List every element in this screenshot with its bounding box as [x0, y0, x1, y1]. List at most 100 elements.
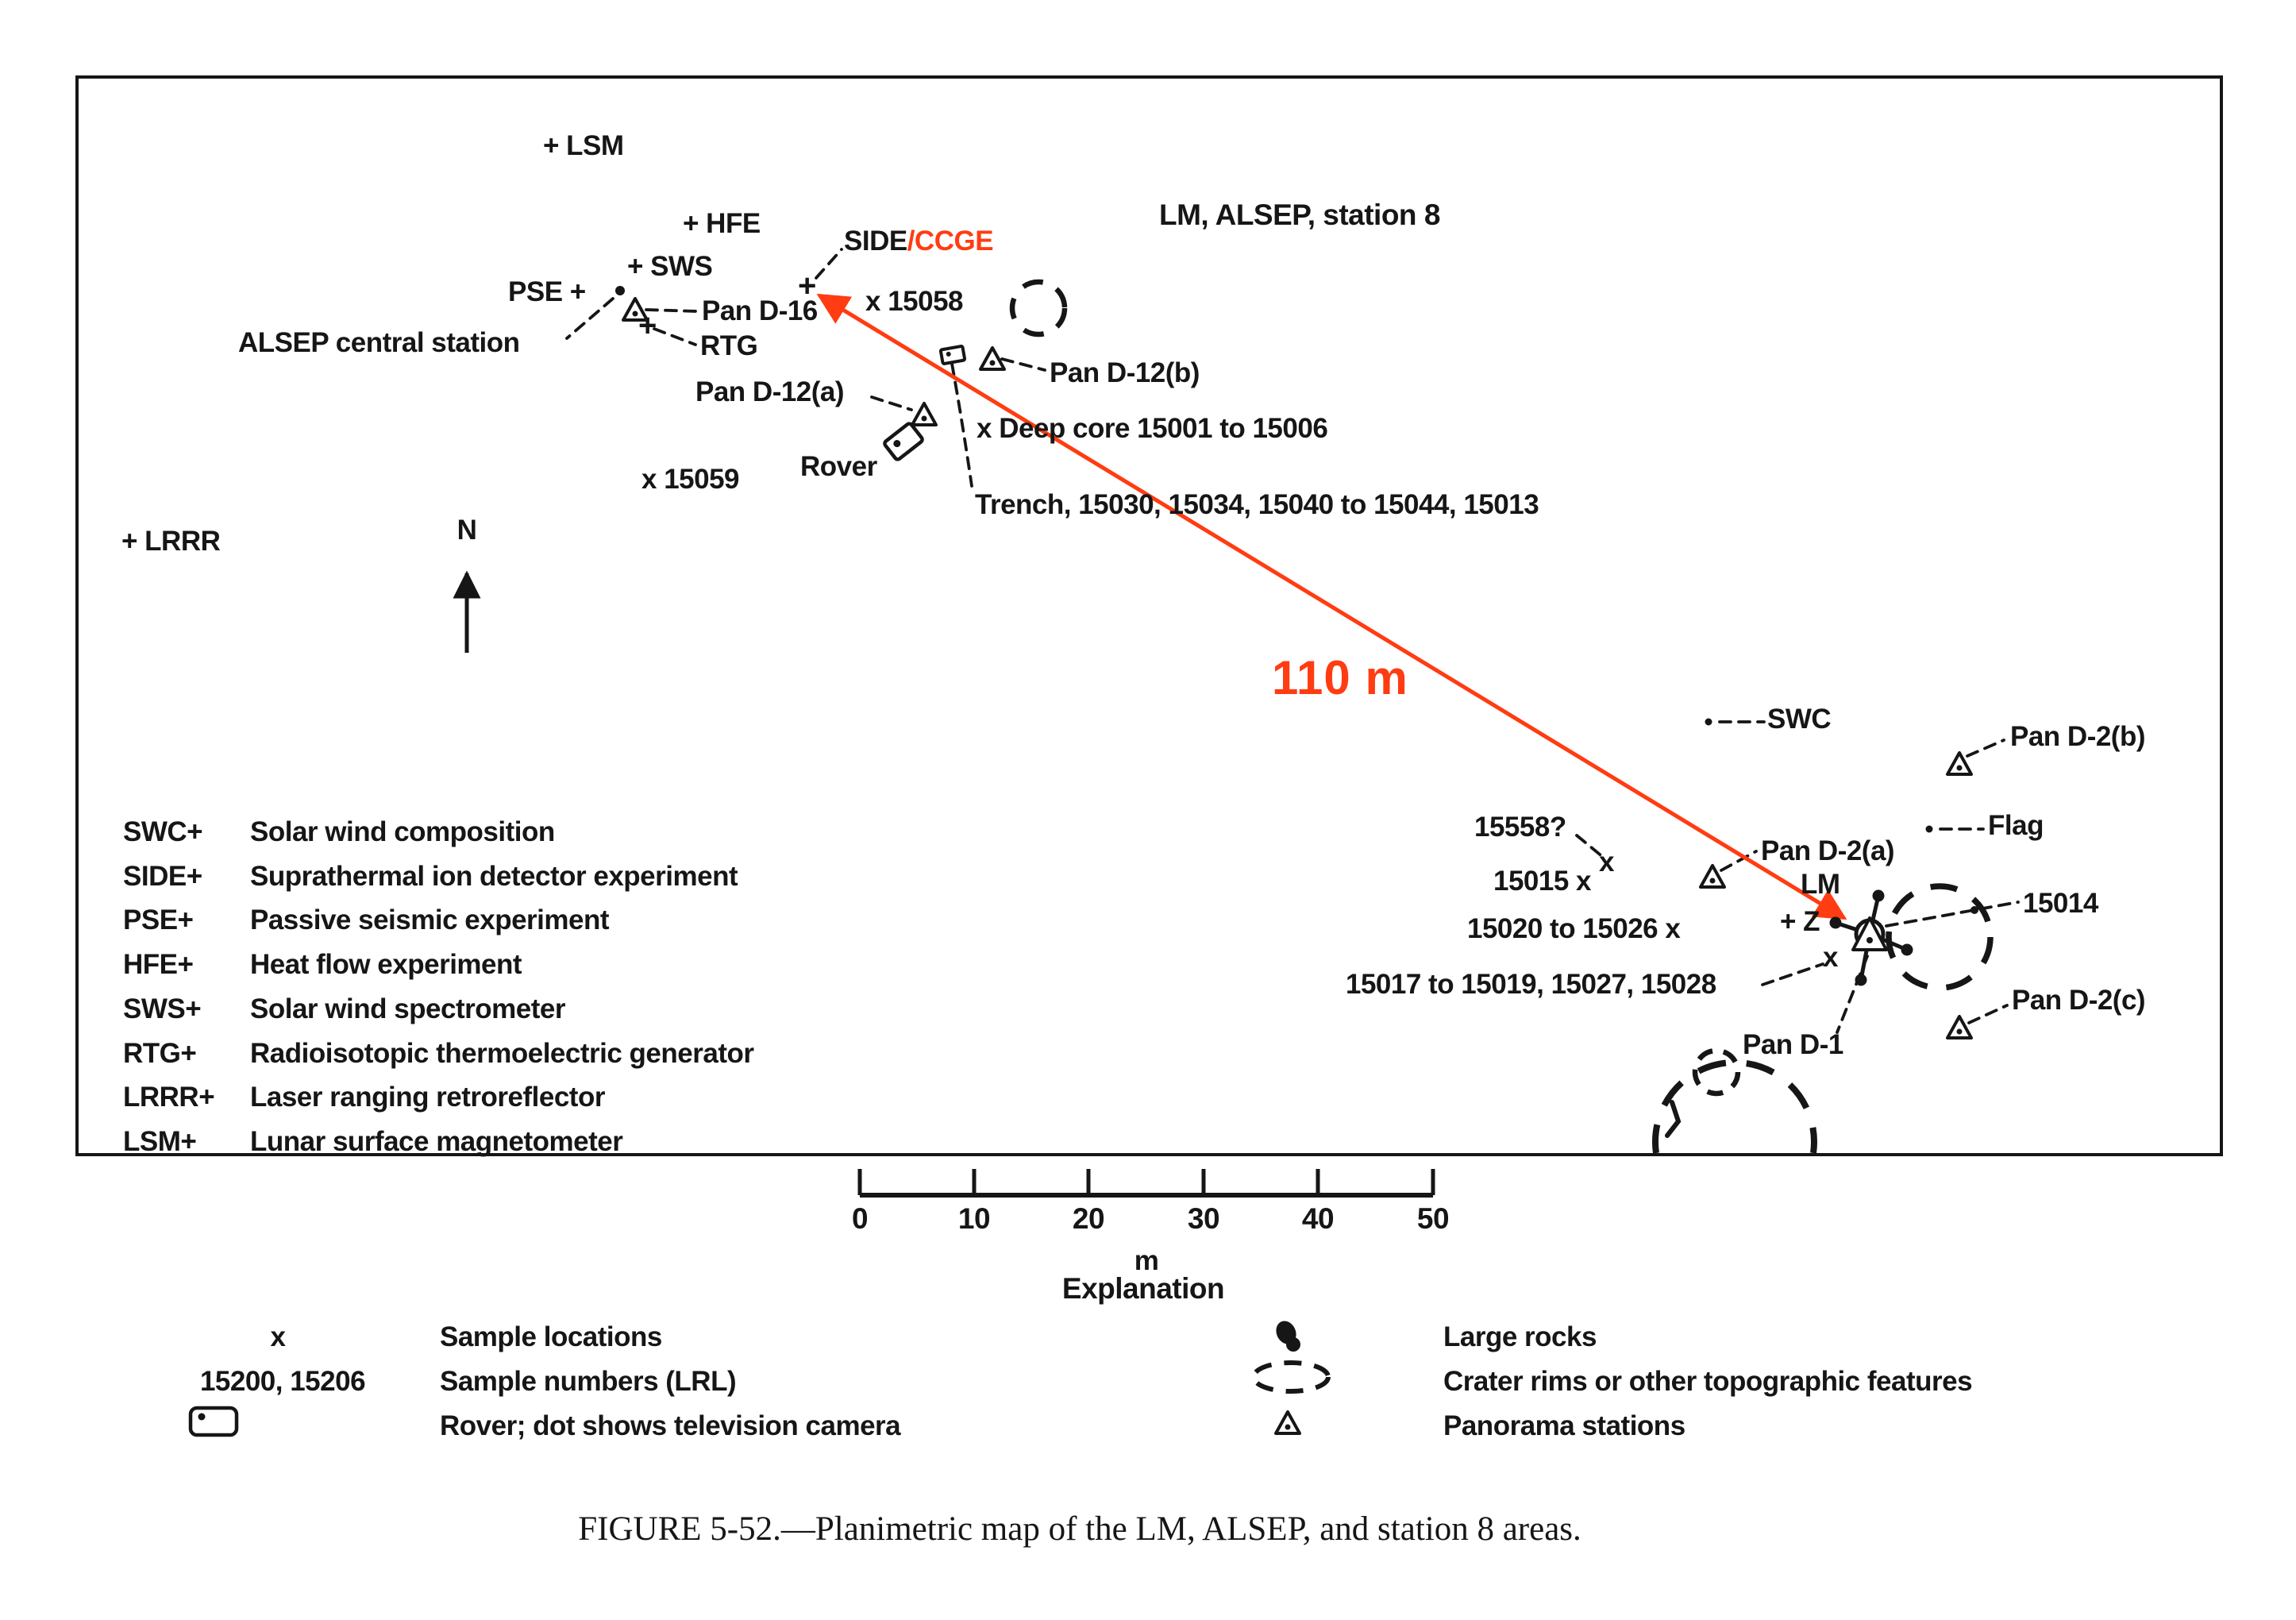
side-plus-mark: +	[798, 268, 816, 303]
leader-rtg	[653, 327, 697, 346]
label-lm: LM	[1801, 869, 1840, 900]
rover-symbol-parked	[938, 345, 967, 365]
x-mark-15558: x	[1599, 847, 1614, 878]
label-pse: PSE +	[508, 276, 586, 307]
crater-pan-d1	[1652, 1059, 1817, 1154]
figure-caption: FIGURE 5-52.—Planimetric map of the LM, …	[578, 1510, 1581, 1548]
leader-15014	[1885, 901, 2020, 928]
lm-symbol	[1829, 889, 1913, 986]
lm-footpad	[1901, 943, 1913, 956]
label-pan-d2b: Pan D-2(b)	[2010, 721, 2146, 752]
legend-label-sample-locations: Sample locations	[440, 1321, 662, 1352]
abbr-desc: Laser ranging retroreflector	[250, 1082, 605, 1113]
leader-pan-d2b	[1966, 739, 2005, 758]
label-central-station: ALSEP central station	[238, 327, 520, 358]
label-trench: Trench, 15030, 15034, 15040 to 15044, 15…	[975, 489, 1539, 520]
abbr: HFE+	[123, 949, 194, 980]
distance-label: 110 m	[1272, 651, 1408, 704]
sample-location-symbol: x	[270, 1321, 286, 1352]
panorama-triangles	[622, 297, 1973, 1040]
leader-pan-d16	[645, 308, 699, 313]
label-ccge: /CCGE	[907, 226, 994, 256]
scale-bar	[857, 1169, 1435, 1198]
legend-label-sample-numbers: Sample numbers (LRL)	[440, 1366, 737, 1397]
sample-numbers-symbol: 15200, 15206	[199, 1366, 366, 1397]
scale-tick-label: 30	[1187, 1202, 1220, 1235]
label-pan-d12a: Pan D-12(a)	[695, 376, 845, 407]
crater-near-15058	[1009, 279, 1068, 338]
topographic-mark	[1665, 1100, 1682, 1138]
label-sample-15058: x 15058	[865, 286, 964, 317]
abbr: SWS+	[123, 993, 202, 1024]
region-title: LM, ALSEP, station 8	[1159, 199, 1440, 231]
x-mark-lm: x	[1823, 942, 1838, 973]
label-side: SIDE	[844, 226, 907, 256]
scale-tick-label: 0	[851, 1202, 869, 1235]
leader-pan-d1	[1836, 955, 1869, 1034]
label-sample-15015: 15015 x	[1493, 866, 1592, 897]
label-pan-d12b: Pan D-12(b)	[1050, 357, 1200, 388]
pse-dot	[615, 286, 625, 295]
abbr-desc: Suprathermal ion detector experiment	[250, 861, 738, 892]
label-rtg: RTG	[700, 330, 758, 361]
rtg-plus-mark: +	[638, 308, 657, 343]
panorama-triangle-pan-d12a	[911, 402, 938, 426]
crater-small-pan-d1	[1692, 1047, 1741, 1097]
legend-label-crater-rims: Crater rims or other topographic feature…	[1443, 1366, 1973, 1397]
label-pan-d2a: Pan D-2(a)	[1761, 835, 1895, 866]
lm-footpad	[1829, 916, 1842, 929]
label-swc: SWC	[1767, 704, 1832, 735]
abbr-desc: Lunar surface magnetometer	[250, 1126, 623, 1157]
crater-rim-icon	[1251, 1360, 1331, 1394]
abbr: SWC+	[123, 816, 203, 847]
label-pan-d1: Pan D-1	[1743, 1029, 1843, 1060]
panorama-triangle-station8	[1851, 916, 1888, 951]
abbr: SIDE+	[123, 861, 202, 892]
leader-pan-d12a	[870, 395, 913, 411]
panorama-station-icon	[1274, 1410, 1301, 1435]
lm-footpad	[1855, 974, 1867, 986]
abbr: LSM+	[123, 1126, 197, 1157]
legend-label-large-rocks: Large rocks	[1443, 1321, 1597, 1352]
abbr: LRRR+	[123, 1082, 215, 1113]
label-flag: Flag	[1988, 810, 2044, 841]
label-deep-core: x Deep core 15001 to 15006	[977, 413, 1328, 444]
north-label: N	[457, 515, 477, 546]
label-lsm: + LSM	[543, 130, 624, 161]
abbr-desc: Radioisotopic thermoelectric generator	[250, 1038, 754, 1069]
panorama-triangle-pan-d2b	[1946, 751, 1973, 776]
rover-symbol	[883, 422, 924, 461]
label-sample-15020: 15020 to 15026 x	[1467, 913, 1681, 944]
rover-tv-camera-dot	[893, 440, 901, 448]
label-sample-15558: 15558?	[1474, 812, 1566, 843]
abbr-desc: Solar wind composition	[250, 816, 555, 847]
rover-icon	[188, 1406, 239, 1437]
panorama-triangle-alsep	[622, 297, 649, 322]
abbr: RTG+	[123, 1038, 197, 1069]
scale-tick-label: 10	[957, 1202, 991, 1235]
scale-tick-label: 20	[1072, 1202, 1105, 1235]
panorama-triangle-pan-d12b	[979, 346, 1006, 371]
leader-pan-d2c	[1967, 1004, 2009, 1024]
leader-side	[815, 248, 843, 280]
swc-point-dot	[1705, 718, 1712, 726]
label-side-ccge: SIDE/CCGE	[844, 226, 994, 256]
label-pan-d16: Pan D-16	[702, 295, 818, 326]
scale-tick-label: 50	[1416, 1202, 1450, 1235]
leader-pan-d12b	[1000, 357, 1046, 372]
label-sample-15014: 15014	[2023, 888, 2098, 919]
lm-footpad	[1872, 889, 1885, 902]
scale-unit-label: m	[1134, 1245, 1159, 1276]
abbr-desc: Heat flow experiment	[250, 949, 522, 980]
large-rock-icon	[1276, 1321, 1300, 1352]
label-sample-15017: 15017 to 15019, 15027, 15028	[1346, 969, 1716, 1000]
label-pan-d2c: Pan D-2(c)	[2012, 985, 2146, 1016]
scale-tick-label: 40	[1301, 1202, 1335, 1235]
crater-near-lm	[1886, 883, 1994, 991]
abbr: PSE+	[123, 904, 194, 935]
map-frame	[75, 75, 2223, 1156]
rover-tv-camera-dot	[198, 1413, 206, 1421]
flag-point-dot	[1925, 825, 1933, 833]
